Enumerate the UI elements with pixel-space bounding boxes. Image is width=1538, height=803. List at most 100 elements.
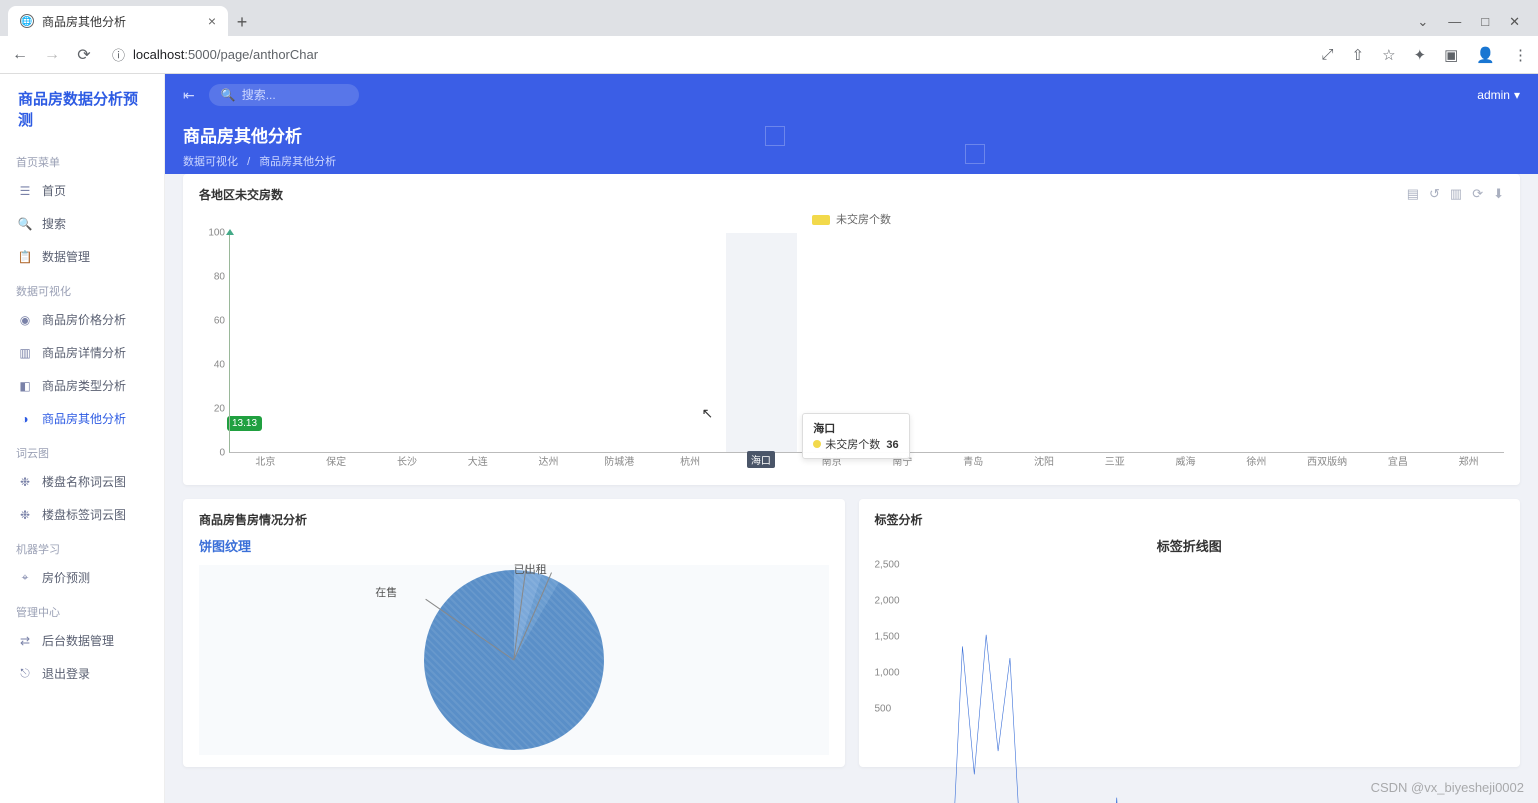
sidebar-item[interactable]: 📋 数据管理 bbox=[0, 240, 164, 273]
sidebar-item[interactable]: ⎋ 退出登录 bbox=[0, 657, 164, 690]
search-icon: 🔍 bbox=[18, 217, 32, 231]
data-view-icon[interactable]: ▤ bbox=[1407, 186, 1419, 202]
extensions-icon[interactable]: ✦ bbox=[1414, 46, 1427, 64]
sidebar-item-label: 商品房详情分析 bbox=[42, 344, 126, 361]
sidebar-item-label: 搜索 bbox=[42, 215, 66, 232]
sidebar-item[interactable]: ☰ 首页 bbox=[0, 174, 164, 207]
refresh-icon[interactable]: ⟳ bbox=[1472, 186, 1483, 202]
back-icon[interactable]: ← bbox=[10, 46, 30, 64]
bookmark-icon[interactable]: ☆ bbox=[1382, 46, 1395, 64]
cloud-icon: ❉ bbox=[18, 475, 32, 489]
sidebar-item[interactable]: ❉ 楼盘名称词云图 bbox=[0, 465, 164, 498]
search-input[interactable] bbox=[242, 88, 347, 102]
breadcrumb-current: 商品房其他分析 bbox=[259, 156, 336, 168]
bar-chart-card: ▤ ↺ ▥ ⟳ ⬇ 各地区未交房数 未交房个数 020406080100 13.… bbox=[183, 174, 1520, 485]
new-tab-button[interactable]: + bbox=[228, 8, 256, 36]
admin-icon: ⇄ bbox=[18, 634, 32, 648]
sidebar-item-label: 楼盘名称词云图 bbox=[42, 473, 126, 490]
url-text: localhost:5000/page/anthorChar bbox=[133, 47, 318, 62]
panel-icon[interactable]: ▣ bbox=[1444, 46, 1458, 64]
sidebar-item-label: 后台数据管理 bbox=[42, 632, 114, 649]
sidebar-item[interactable]: ⌖房价预测 bbox=[0, 561, 164, 594]
sidebar-item-label: 商品房价格分析 bbox=[42, 311, 126, 328]
profile-icon[interactable]: 👤 bbox=[1476, 46, 1495, 64]
browser-tab[interactable]: 🌐 商品房其他分析 × bbox=[8, 6, 228, 36]
x-axis-label: 海口 bbox=[747, 451, 775, 468]
x-axis-label: 长沙 bbox=[397, 453, 417, 468]
pie-label-onsale: 在售 bbox=[375, 584, 397, 600]
line-card-title: 标签分析 bbox=[875, 511, 1505, 528]
share-icon[interactable]: ⇧ bbox=[1352, 46, 1365, 64]
x-axis-label: 西双版纳 bbox=[1307, 453, 1347, 468]
other-icon: ◑ bbox=[18, 412, 32, 426]
breadcrumb-root[interactable]: 数据可视化 bbox=[183, 156, 238, 168]
dropdown-icon[interactable]: ⌄ bbox=[1417, 14, 1428, 30]
restore-icon[interactable]: ↺ bbox=[1429, 186, 1440, 202]
browser-tab-strip: 🌐 商品房其他分析 × + ⌄ — □ ✕ bbox=[0, 0, 1538, 36]
menu-icon[interactable]: ⋮ bbox=[1513, 46, 1528, 64]
x-axis-label: 威海 bbox=[1176, 453, 1196, 468]
sidebar-item-label: 退出登录 bbox=[42, 665, 90, 682]
sidebar-item-label: 数据管理 bbox=[42, 248, 90, 265]
globe-icon: 🌐 bbox=[20, 14, 34, 28]
chart-toolbar: ▤ ↺ ▥ ⟳ ⬇ bbox=[1407, 186, 1504, 202]
search-icon: 🔍 bbox=[221, 88, 236, 102]
sidebar-section-label: 数据可视化 bbox=[0, 273, 164, 303]
predict-icon: ⌖ bbox=[18, 571, 32, 585]
x-axis-label: 郑州 bbox=[1459, 453, 1479, 468]
zoom-icon[interactable]: ⤢ bbox=[1322, 46, 1334, 64]
bar-chart-title: 各地区未交房数 bbox=[199, 186, 1504, 203]
sidebar-section-label: 机器学习 bbox=[0, 531, 164, 561]
tab-title: 商品房其他分析 bbox=[42, 13, 200, 30]
address-bar: ← → ⟳ ⓘ localhost:5000/page/anthorChar ⤢… bbox=[0, 36, 1538, 74]
pie-card-title: 商品房售房情况分析 bbox=[199, 511, 829, 528]
x-axis-label: 防城港 bbox=[604, 453, 634, 468]
sidebar-section-label: 管理中心 bbox=[0, 594, 164, 624]
maximize-icon[interactable]: □ bbox=[1481, 14, 1489, 30]
sidebar-item[interactable]: ◉ 商品房价格分析 bbox=[0, 303, 164, 336]
minimize-icon[interactable]: — bbox=[1448, 14, 1461, 30]
reload-icon[interactable]: ⟳ bbox=[74, 45, 94, 65]
cloud-icon: ❉ bbox=[18, 508, 32, 522]
pie-subtitle: 饼图纹理 bbox=[199, 536, 829, 555]
info-icon: ⓘ bbox=[112, 45, 125, 64]
topbar: ⇤ 🔍 admin ▾ 商品房其他分析 数据可视化 / 商品房其他分析 bbox=[165, 74, 1538, 174]
search-box[interactable]: 🔍 bbox=[209, 84, 359, 106]
sidebar-section-label: 首页菜单 bbox=[0, 144, 164, 174]
download-icon[interactable]: ⬇ bbox=[1493, 186, 1504, 202]
app-logo: 商品房数据分析预测 bbox=[0, 74, 164, 144]
chevron-down-icon: ▾ bbox=[1514, 88, 1520, 102]
pie-chart-card: 商品房售房情况分析 饼图纹理 在售 已出租 bbox=[183, 499, 845, 767]
type-icon: ◧ bbox=[18, 379, 32, 393]
cursor-icon: ↖ bbox=[701, 405, 713, 422]
data-icon: 📋 bbox=[18, 250, 32, 264]
sidebar-item-label: 商品房类型分析 bbox=[42, 377, 126, 394]
chart-tooltip: 海口 未交房个数 36 bbox=[802, 413, 909, 459]
sidebar-item[interactable]: ▥商品房详情分析 bbox=[0, 336, 164, 369]
url-field[interactable]: ⓘ localhost:5000/page/anthorChar bbox=[106, 45, 1310, 64]
sidebar-item[interactable]: ◑商品房其他分析 bbox=[0, 402, 164, 435]
x-axis-label: 保定 bbox=[326, 453, 346, 468]
home-icon: ☰ bbox=[18, 184, 32, 198]
sidebar-item[interactable]: ◧ 商品房类型分析 bbox=[0, 369, 164, 402]
forward-icon[interactable]: → bbox=[42, 46, 62, 64]
sidebar-item[interactable]: ❉楼盘标签词云图 bbox=[0, 498, 164, 531]
collapse-sidebar-icon[interactable]: ⇤ bbox=[183, 87, 195, 104]
close-window-icon[interactable]: ✕ bbox=[1509, 14, 1520, 30]
x-axis-label: 三亚 bbox=[1105, 453, 1125, 468]
x-axis-label: 北京 bbox=[255, 453, 275, 468]
bar-chart: 020406080100 13.13 北京保定长沙大连达州防城港杭州海口南京南宁… bbox=[199, 233, 1504, 473]
sidebar-item-label: 首页 bbox=[42, 182, 66, 199]
x-axis-label: 杭州 bbox=[680, 453, 700, 468]
bar-chart-legend[interactable]: 未交房个数 bbox=[199, 211, 1504, 227]
x-axis-label: 大连 bbox=[468, 453, 488, 468]
user-menu[interactable]: admin ▾ bbox=[1477, 88, 1520, 102]
sidebar-item[interactable]: 🔍 搜索 bbox=[0, 207, 164, 240]
sidebar-item[interactable]: ⇄ 后台数据管理 bbox=[0, 624, 164, 657]
bar-toggle-icon[interactable]: ▥ bbox=[1450, 186, 1462, 202]
logout-icon: ⎋ bbox=[18, 667, 32, 681]
pie-label-rented: 已出租 bbox=[514, 561, 547, 577]
close-icon[interactable]: × bbox=[208, 13, 216, 29]
x-axis-label: 达州 bbox=[539, 453, 559, 468]
price-icon: ◉ bbox=[18, 313, 32, 327]
